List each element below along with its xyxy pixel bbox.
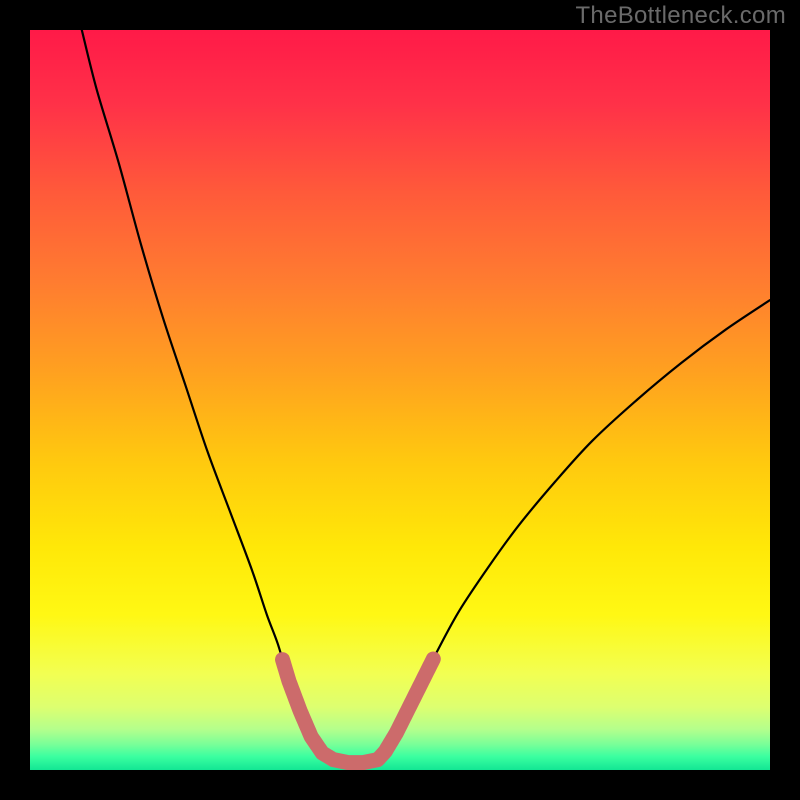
watermark-text: TheBottleneck.com xyxy=(575,2,786,30)
gradient-background xyxy=(30,30,770,770)
chart-container: TheBottleneck.com xyxy=(0,0,800,800)
bottleneck-chart xyxy=(0,0,800,800)
